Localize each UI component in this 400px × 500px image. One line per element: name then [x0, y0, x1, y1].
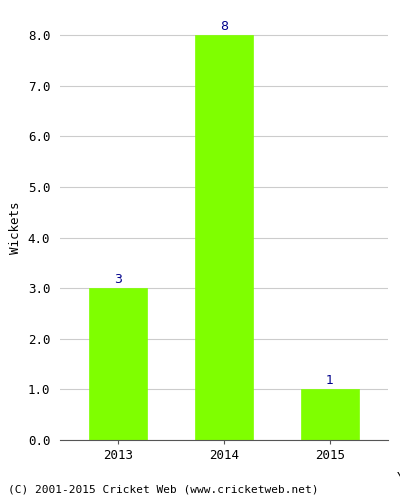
Bar — [195, 35, 253, 440]
Bar — [301, 390, 359, 440]
Text: 1: 1 — [326, 374, 334, 387]
Text: 8: 8 — [220, 20, 228, 32]
Text: Year: Year — [397, 470, 400, 484]
Text: 3: 3 — [114, 272, 122, 285]
Text: (C) 2001-2015 Cricket Web (www.cricketweb.net): (C) 2001-2015 Cricket Web (www.cricketwe… — [8, 484, 318, 494]
Y-axis label: Wickets: Wickets — [9, 201, 22, 254]
Bar — [89, 288, 147, 440]
